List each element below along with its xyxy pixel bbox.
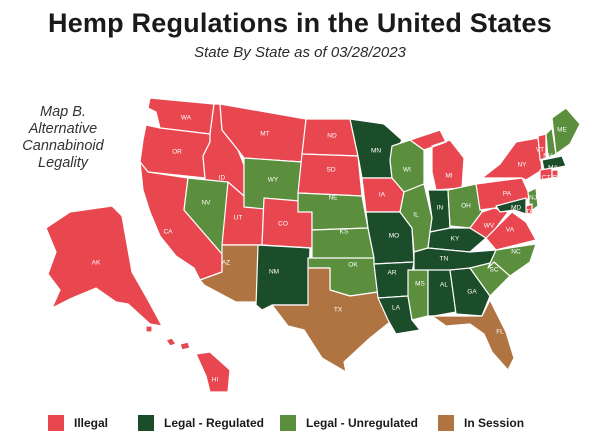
state-label-al: AL (440, 282, 448, 289)
state-label-mo: MO (389, 233, 399, 240)
state-label-mi: MI (445, 173, 452, 180)
state-label-nh: NH (543, 153, 553, 160)
state-label-sd: SD (326, 167, 335, 174)
legend-label: Illegal (74, 416, 109, 430)
state-label-ia: IA (379, 192, 386, 199)
legend-swatch (280, 415, 296, 431)
legend-item-unregulated: Legal - Unregulated (280, 412, 418, 434)
state-md (495, 197, 527, 215)
state-ga (449, 267, 491, 317)
state-hi (145, 325, 231, 393)
legend-label: Legal - Unregulated (306, 416, 419, 430)
state-label-or: OR (172, 149, 182, 156)
state-label-nj: NJ (529, 195, 537, 202)
state-label-ca: CA (163, 229, 173, 236)
legend-swatch (438, 415, 454, 431)
state-label-va: VA (506, 227, 515, 234)
state-label-nd: ND (327, 133, 337, 140)
state-label-co: CO (278, 221, 288, 228)
legend-swatch (48, 415, 64, 431)
state-label-ut: UT (234, 215, 243, 222)
state-label-ga: GA (467, 289, 477, 296)
state-label-me: ME (557, 127, 567, 134)
state-label-ri: RI (553, 175, 560, 182)
state-label-ak: AK (92, 260, 101, 267)
page-subtitle: State By State as of 03/28/2023 (194, 44, 406, 61)
state-ny (481, 137, 543, 181)
page-title: Hemp Regulations in the United States (48, 8, 552, 38)
map-label-line: Map B. (40, 104, 86, 120)
state-label-wi: WI (403, 167, 411, 174)
state-ma (541, 155, 567, 171)
state-label-nc: NC (511, 249, 521, 256)
state-label-nv: NV (201, 200, 211, 207)
state-ak (45, 205, 163, 327)
state-label-ma: MA (548, 165, 558, 172)
state-label-tn: TN (440, 256, 449, 263)
legend-swatch (138, 415, 154, 431)
state-ms (407, 269, 429, 321)
state-fl (431, 299, 515, 371)
state-label-hi: HI (212, 377, 219, 384)
state-sd (297, 153, 363, 197)
state-label-az: AZ (222, 260, 230, 267)
state-label-wv: WV (484, 223, 495, 230)
state-label-ok: OK (348, 262, 358, 269)
state-nm (255, 244, 311, 311)
map-label-line: Alternative (28, 121, 98, 137)
state-label-de: DE (526, 209, 536, 216)
state-label-ne: NE (328, 195, 338, 202)
state-label-mn: MN (371, 148, 381, 155)
legend-item-regulated: Legal - Regulated (138, 412, 264, 434)
state-label-oh: OH (461, 203, 471, 210)
state-label-ks: KS (340, 229, 349, 236)
state-label-nm: NM (269, 269, 279, 276)
legend-label: Legal - Regulated (164, 416, 265, 430)
state-label-fl: FL (496, 329, 504, 336)
state-wv (469, 207, 509, 239)
state-label-in: IN (437, 205, 444, 212)
state-label-md: MD (511, 205, 521, 212)
state-label-sc: SC (489, 267, 498, 274)
state-label-pa: PA (503, 191, 512, 198)
state-label-wy: WY (268, 177, 279, 184)
state-label-ky: KY (451, 236, 460, 243)
state-vt (537, 133, 547, 161)
state-ri (551, 169, 559, 179)
state-label-tx: TX (334, 307, 343, 314)
map-label-line: Cannabinoid (22, 138, 104, 154)
state-label-vt: VT (536, 147, 544, 154)
state-label-ar: AR (387, 270, 396, 277)
state-label-ny: NY (517, 162, 527, 169)
state-label-ms: MS (415, 281, 425, 288)
map-label-line: Legality (38, 155, 88, 171)
state-label-id: ID (219, 175, 226, 182)
state-label-il: IL (413, 212, 419, 219)
state-label-mt: MT (260, 131, 269, 138)
state-al (427, 269, 457, 317)
legend-item-session: In Session (438, 412, 524, 434)
legend: Illegal Legal - Regulated Legal - Unregu… (0, 412, 600, 434)
state-label-wa: WA (181, 115, 192, 122)
state-me (551, 107, 581, 155)
legend-label: In Session (464, 416, 525, 430)
state-label-la: LA (392, 305, 401, 312)
state-label-ct: CT (542, 175, 551, 182)
map-label: Map B. Alternative Cannabinoid Legality (8, 104, 118, 172)
legend-item-illegal: Illegal (48, 412, 108, 434)
